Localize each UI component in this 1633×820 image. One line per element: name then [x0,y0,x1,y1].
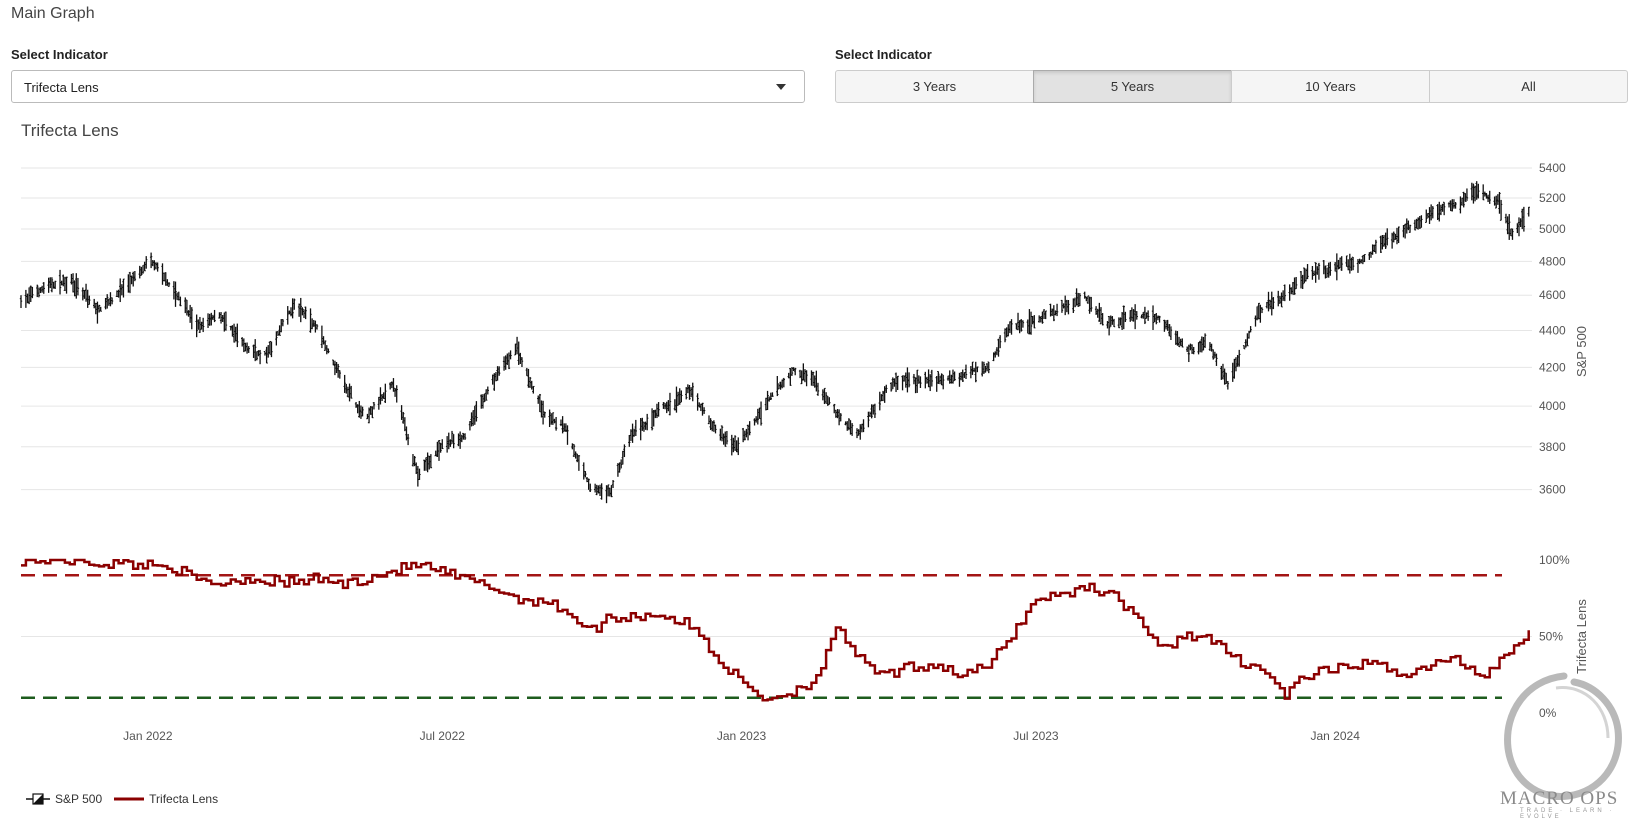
indicator-tick-label: 50% [1539,630,1563,644]
x-tick-label: Jan 2024 [1311,729,1361,743]
logo-text: MACRO OPS [1500,788,1619,809]
line-legend-icon [114,797,145,801]
grid-layer [21,167,1532,637]
ohlc-legend-icon [26,793,50,805]
price-tick-label: 4200 [1539,360,1566,374]
chart-legend: S&P 500 Trifecta Lens [26,792,230,806]
range-select-label: Select Indicator [835,47,932,62]
indicator-axis-title: Trifecta Lens [1574,599,1589,674]
logo-tagline: TRADE · LEARN · EVOLVE [1520,808,1615,820]
range-button-10-years[interactable]: 10 Years [1231,70,1430,103]
price-tick-label: 4800 [1539,254,1566,268]
range-button-5-years[interactable]: 5 Years [1033,70,1232,103]
axis-layer: 3600 3800 4000 4200 4400 4600 4800 5000 5200 5400… [123,161,1589,743]
price-tick-label: 5200 [1539,191,1566,205]
legend-item-sp500[interactable]: S&P 500 [26,792,102,806]
indicator-line [21,558,1530,702]
indicator-select[interactable]: Trifecta Lens [11,70,805,103]
legend-label-sp500: S&P 500 [55,792,103,806]
indicator-select-label: Select Indicator [11,47,108,62]
x-tick-label: Jan 2022 [123,729,173,743]
page-title: Main Graph [11,5,95,22]
legend-item-trifecta[interactable]: Trifecta Lens [114,792,218,806]
price-tick-label: 5000 [1539,222,1566,236]
indicator-select-value: Trifecta Lens [24,80,99,95]
x-tick-label: Jul 2023 [1013,729,1059,743]
x-tick-label: Jul 2022 [420,729,466,743]
price-tick-label: 4400 [1539,323,1566,337]
legend-label-trifecta: Trifecta Lens [149,792,219,806]
range-button-group: 3 Years 5 Years 10 Years All [835,70,1628,103]
price-tick-label: 3800 [1539,440,1566,454]
price-tick-label: 5400 [1539,161,1566,175]
macro-ops-logo-icon [1504,672,1622,800]
x-tick-label: Jan 2023 [717,729,767,743]
range-button-3-years[interactable]: 3 Years [835,70,1034,103]
series-layer [19,181,1530,702]
caret-down-icon [776,84,786,90]
price-axis-title: S&P 500 [1574,326,1589,377]
threshold-layer [21,574,1502,699]
chart-title: Trifecta Lens [21,121,119,140]
price-tick-label: 4600 [1539,288,1566,302]
price-tick-label: 4000 [1539,399,1566,413]
range-button-all[interactable]: All [1429,70,1628,103]
indicator-tick-label: 0% [1539,706,1557,720]
price-tick-label: 3600 [1539,483,1566,497]
indicator-tick-label: 100% [1539,553,1570,567]
